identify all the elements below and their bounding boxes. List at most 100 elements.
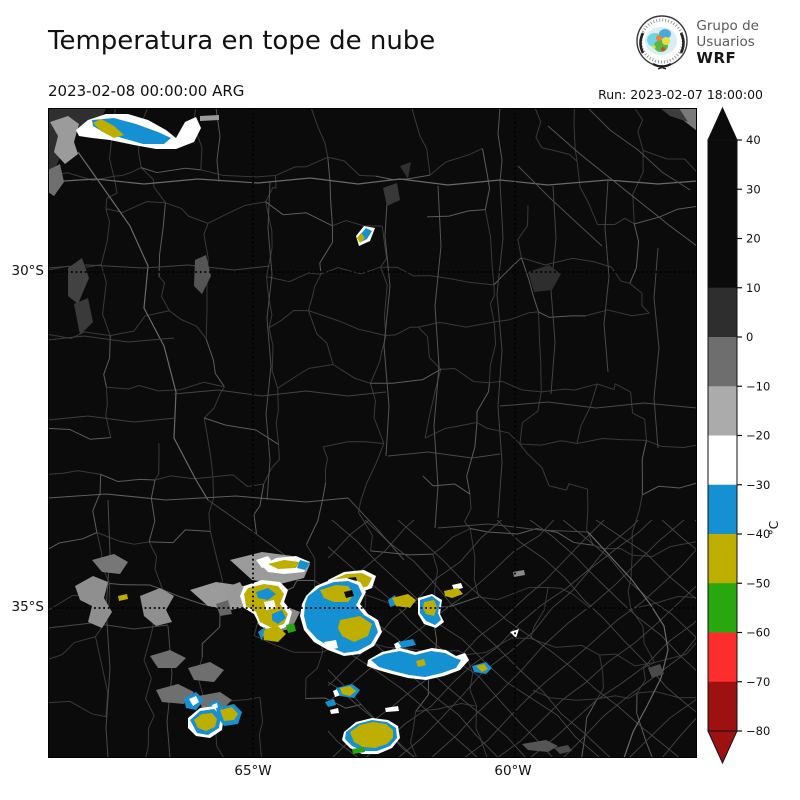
boundary-line xyxy=(106,385,159,392)
boundary-line xyxy=(310,107,329,158)
wrf-logo: Grupo de Usuarios WRF xyxy=(634,13,759,71)
cloud-patch xyxy=(220,707,238,721)
boundary-line xyxy=(466,422,478,495)
boundary-line xyxy=(253,635,323,653)
boundary-line xyxy=(484,209,495,285)
boundary-line xyxy=(370,368,442,384)
lon-tick-65w: 65°W xyxy=(234,763,272,779)
boundary-line xyxy=(94,636,109,717)
cloud-patch xyxy=(392,594,416,608)
boundary-line xyxy=(595,520,697,600)
boundary-line xyxy=(347,497,405,561)
cloud-patch xyxy=(50,116,79,164)
boundary-line xyxy=(586,489,594,546)
cloud-patch xyxy=(398,639,416,648)
cloud-patch xyxy=(68,258,89,304)
logo-line-3: WRF xyxy=(696,49,737,67)
boundary-line xyxy=(47,331,111,339)
boundary-line xyxy=(628,698,697,758)
colorbar-segment xyxy=(708,287,737,338)
boundary-line xyxy=(519,391,542,445)
colorbar: 40 30 20 10 0 −10 −20 −30 −40 −50 −60 −70 −80 °C xyxy=(700,100,800,790)
boundary-line xyxy=(496,520,697,714)
boundary-line xyxy=(380,226,388,268)
cloud-patch xyxy=(297,560,310,570)
cloud-patch xyxy=(554,745,572,754)
cloud-patch xyxy=(48,164,64,196)
lat-tick-35s: 35°S xyxy=(11,599,45,615)
boundary-line xyxy=(203,417,214,477)
boundary-line xyxy=(158,381,225,392)
cloud-patch xyxy=(272,610,286,624)
colorbar-tick-label: 20 xyxy=(746,232,761,246)
boundary-line xyxy=(541,383,598,393)
boundary-line xyxy=(323,441,384,448)
boundary-line xyxy=(203,386,225,419)
boundary-line xyxy=(332,364,371,384)
boundary-line xyxy=(47,532,98,550)
lat-tick-30s: 30°S xyxy=(11,263,45,279)
boundary-line xyxy=(629,223,640,284)
boundary-line xyxy=(470,528,537,535)
boundary-line xyxy=(192,107,203,170)
colorbar-segment xyxy=(708,681,737,732)
boundary-line xyxy=(440,367,490,384)
boundary-line xyxy=(432,528,471,555)
boundary-line xyxy=(47,335,175,343)
boundary-line xyxy=(47,177,698,186)
cloud-patch xyxy=(140,588,174,626)
lon-tick-60w: 60°W xyxy=(494,763,532,779)
boundary-line xyxy=(105,499,111,759)
boundary-line xyxy=(397,520,681,758)
cloud-patch xyxy=(75,576,112,628)
boundary-line xyxy=(632,150,644,224)
boundary-line xyxy=(603,179,610,373)
colorbar-tick-label: −50 xyxy=(746,576,770,590)
cloud-patch xyxy=(268,560,300,569)
run-time-label: Run: 2023-02-07 18:00:00 xyxy=(598,87,763,102)
boundary-line xyxy=(103,335,111,388)
boundary-line xyxy=(593,261,630,284)
boundary-line xyxy=(265,201,333,227)
boundary-line xyxy=(519,440,578,446)
colorbar-over-arrow xyxy=(707,106,738,141)
boundary-line xyxy=(143,660,155,716)
boundary-line xyxy=(263,444,280,485)
boundary-line xyxy=(47,622,169,630)
boundary-line xyxy=(424,421,478,439)
boundary-line xyxy=(113,167,142,177)
boundary-line xyxy=(208,476,215,532)
cloud-patch xyxy=(262,626,286,642)
boundary-line xyxy=(328,603,499,758)
boundary-line xyxy=(587,531,669,759)
boundary-line xyxy=(165,202,209,224)
boundary-line xyxy=(328,520,555,703)
boundary-line xyxy=(534,107,543,149)
boundary-line xyxy=(593,544,633,556)
cloud-patch xyxy=(258,627,265,641)
boundary-line xyxy=(417,326,442,370)
boundary-line xyxy=(275,388,280,445)
boundary-line xyxy=(489,284,495,323)
colorbar-segment xyxy=(708,484,737,535)
boundary-line xyxy=(305,482,327,545)
boundary-line xyxy=(173,389,387,397)
boundary-line xyxy=(158,202,166,277)
cloud-patch xyxy=(256,588,276,600)
boundary-line xyxy=(268,327,279,389)
boundary-line xyxy=(168,310,207,340)
boundary-line xyxy=(489,380,542,393)
boundary-line xyxy=(47,427,111,440)
boundary-line xyxy=(212,474,264,487)
colorbar-tick-label: −10 xyxy=(746,379,770,393)
boundary-line xyxy=(627,555,633,609)
boundary-line xyxy=(548,483,588,491)
boundary-line xyxy=(630,391,648,441)
boundary-line xyxy=(158,276,170,312)
cloud-layer xyxy=(48,108,697,754)
boundary-line xyxy=(47,415,177,423)
logo-line-1: Grupo de xyxy=(696,18,759,34)
cloud-patch xyxy=(325,699,336,707)
colorbar-tick-label: −80 xyxy=(746,724,770,738)
boundary-line xyxy=(530,638,600,656)
